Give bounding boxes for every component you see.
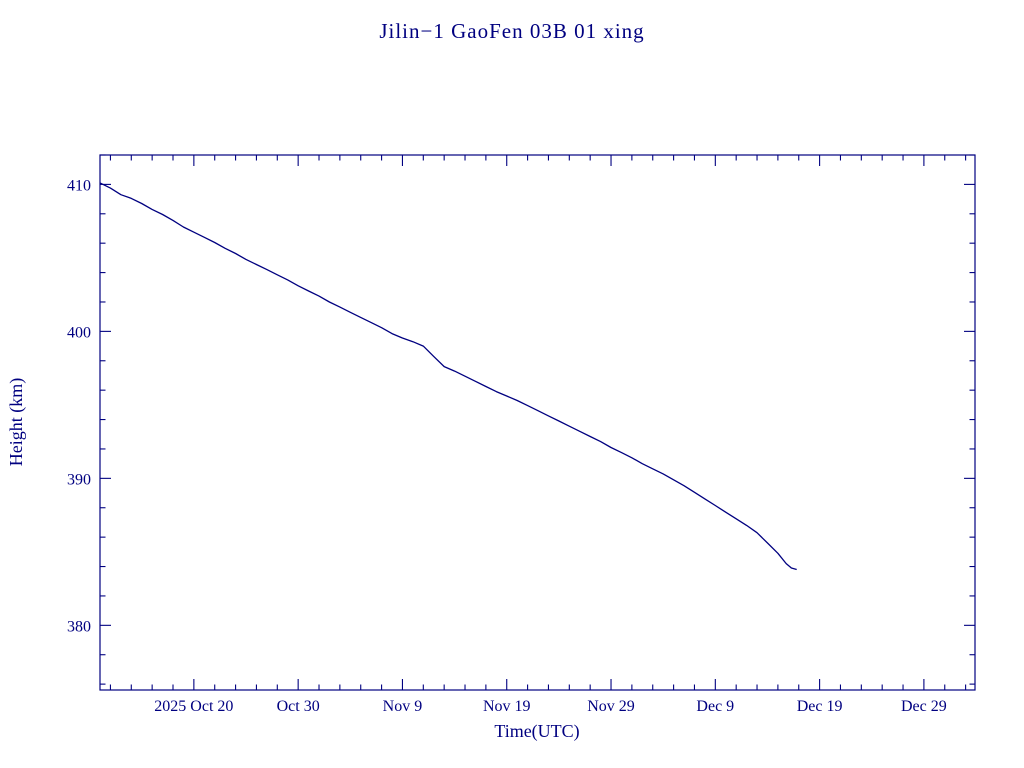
y-tick-label: 400 xyxy=(67,324,91,341)
x-tick-label: Dec 29 xyxy=(901,698,947,715)
x-tick-label: 2025 Oct 20 xyxy=(154,698,233,715)
height-line xyxy=(99,182,797,571)
plot-frame xyxy=(99,154,976,691)
x-tick-label: Dec 9 xyxy=(696,698,734,715)
y-tick-label: 380 xyxy=(67,618,91,635)
x-tick-label: Nov 9 xyxy=(383,698,423,715)
x-tick-label: Nov 19 xyxy=(483,698,531,715)
y-axis-label: Height (km) xyxy=(6,378,27,466)
x-tick-label: Oct 30 xyxy=(277,698,320,715)
x-axis-label: Time(UTC) xyxy=(494,721,579,742)
chart-title: Jilin−1 GaoFen 03B 01 xing xyxy=(379,19,644,43)
x-tick-label: Nov 29 xyxy=(587,698,635,715)
plot-area: 2025 Oct 20 Oct 30 Nov 9 Nov 19 Nov 29 Dec 9 D… xyxy=(67,154,976,715)
y-tick-label: 390 xyxy=(67,471,91,488)
y-tick-label: 410 xyxy=(67,177,91,194)
x-tick-label: Dec 19 xyxy=(797,698,843,715)
